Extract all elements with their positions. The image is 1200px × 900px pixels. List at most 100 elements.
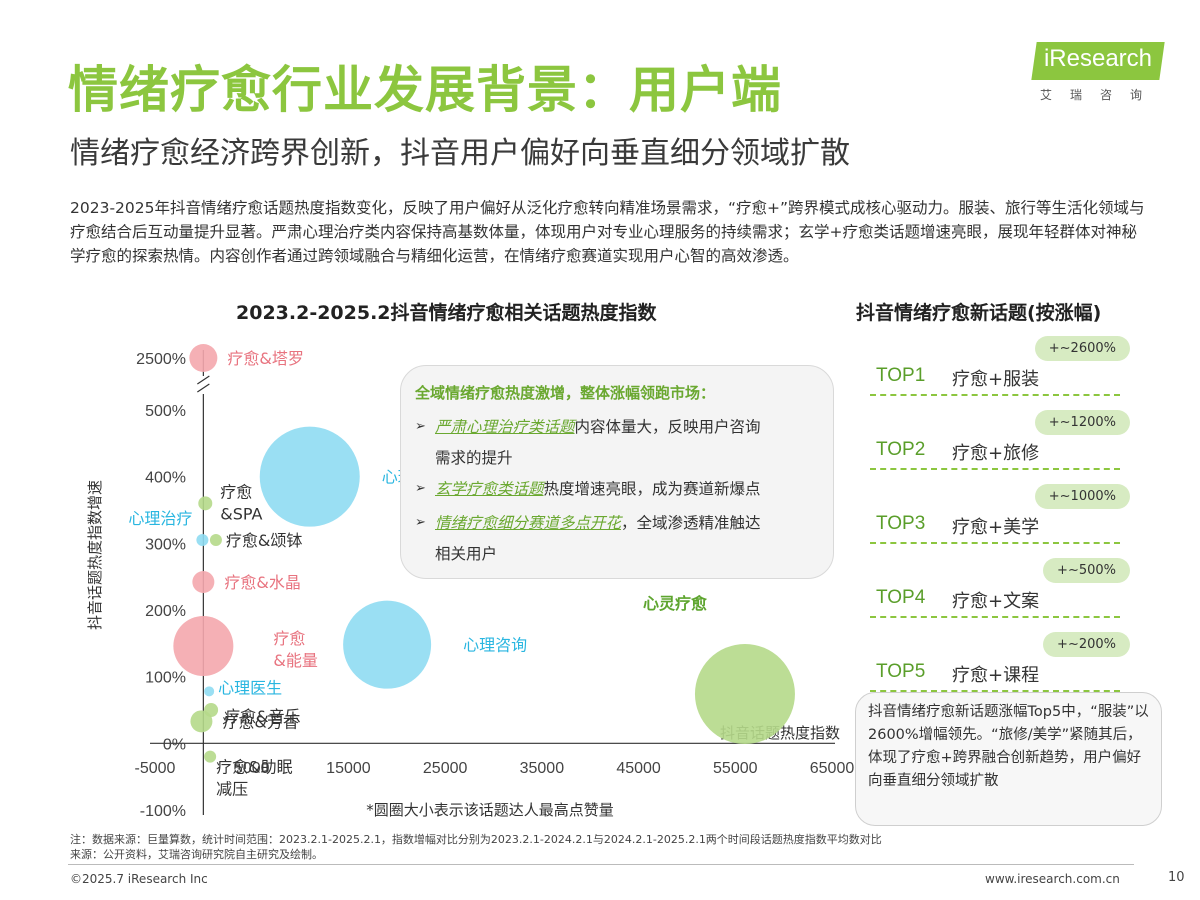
chart-axes: 2500% 500% 400% 300% 200% 100% 0% -100% -5000 500… [86, 350, 854, 820]
topic-name: 疗愈+旅修 [952, 443, 1040, 464]
callout-text: ，全域渗透精准触达 [621, 514, 761, 532]
bubble-label: 疗愈&颂钵 [226, 531, 302, 550]
x-tick-label: 15000 [326, 760, 371, 777]
page-number: 10 [1168, 870, 1185, 885]
x-tick-label: 55000 [713, 760, 758, 777]
divider [870, 690, 1120, 692]
bubble-label: 心理咨询 [463, 636, 527, 655]
bubble-label: 心灵疗愈 [643, 594, 708, 613]
bubble-label: 疗愈&助眠减压 [216, 758, 292, 799]
callout-item: ➢ 严肃心理治疗类话题内容体量大，反映用户咨询 [415, 410, 819, 444]
callout-emphasis: 情绪疗愈细分赛道多点开花 [435, 514, 622, 532]
iresearch-logo: iResearch 艾瑞咨询 [1030, 42, 1165, 102]
y-axis-title: 抖音话题热度指数增速 [86, 480, 104, 630]
logo-subtext: 艾瑞咨询 [1040, 88, 1161, 102]
y-tick-label: 500% [145, 403, 186, 420]
footnote-source: 注：数据来源：巨量算数，统计时间范围：2023.2.1-2025.2.1，指数增… [70, 833, 882, 846]
top-topics-title: 抖音情绪疗愈新话题(按涨幅) [856, 302, 1102, 324]
bubble [173, 616, 234, 676]
x-tick-label: -5000 [135, 760, 176, 777]
top-topics-list: +~2600% TOP1 疗愈+服装 +~1200% TOP2 疗愈+旅修 +~… [870, 330, 1130, 700]
bubble-label: 疗愈&塔罗 [227, 349, 303, 368]
topic-name: 疗愈+美学 [952, 517, 1040, 538]
page-title: 情绪疗愈行业发展背景：用户端 [68, 61, 782, 119]
bubble-label: 疗愈&水晶 [224, 573, 300, 592]
callout-heading: 全域情绪疗愈热度激增，整体涨幅领跑市场： [415, 384, 716, 402]
x-tick-label: 35000 [520, 760, 565, 777]
callout-item: ➢ 情绪疗愈细分赛道多点开花，全域渗透精准触达 [415, 506, 819, 540]
arrow-bullet-icon: ➢ [415, 515, 426, 530]
list-item: +~1000% TOP3 疗愈+美学 [870, 478, 1130, 552]
topic-name: 疗愈+服装 [952, 369, 1040, 390]
growth-badge: +~1200% [1034, 410, 1130, 435]
page-subtitle: 情绪疗愈经济跨界创新，抖音用户偏好向垂直细分领域扩散 [70, 136, 850, 171]
footer-divider [68, 864, 1134, 865]
list-item: +~2600% TOP1 疗愈+服装 [870, 330, 1130, 404]
y-tick-label: 400% [145, 470, 186, 487]
axis-break-mark [197, 375, 210, 385]
bubble [204, 750, 217, 763]
insight-callout: 全域情绪疗愈热度激增，整体涨幅领跑市场： ➢ 严肃心理治疗类话题内容体量大，反映… [400, 365, 834, 579]
chart-note: *圆圈大小表示该话题达人最高点赞量 [366, 801, 614, 819]
axis-break-mark [197, 383, 210, 393]
logo-text: iResearch [1043, 45, 1153, 72]
rank-label: TOP1 [876, 365, 926, 386]
list-item: +~200% TOP5 疗愈+课程 [870, 626, 1130, 700]
rank-label: TOP3 [876, 513, 926, 534]
intro-paragraph: 2023-2025年抖音情绪疗愈话题热度指数变化，反映了用户偏好从泛化疗愈转向精… [70, 199, 1145, 265]
bubble [196, 534, 209, 546]
copyright: ©2025.7 iResearch Inc [70, 872, 208, 886]
footnote-origin: 来源：公开资料，艾瑞咨询研究院自主研究及绘制。 [70, 848, 323, 861]
rank-label: TOP2 [876, 439, 926, 460]
callout-text: 热度增速亮眼，成为赛道新爆点 [543, 480, 761, 498]
chart-labels: 疗愈&塔罗心理疏导疗愈&SPA心理治疗疗愈&颂钵疗愈&水晶疗愈&能量心理咨询心理… [128, 349, 708, 799]
bubble-label: 疗愈&音乐 [224, 707, 300, 726]
list-item: +~1200% TOP2 疗愈+旅修 [870, 404, 1130, 478]
bubble [343, 600, 432, 689]
growth-badge: +~2600% [1034, 336, 1130, 361]
x-tick-label: 25000 [423, 760, 468, 777]
growth-badge: +~1000% [1034, 484, 1130, 509]
callout-emphasis: 玄学疗愈类话题 [435, 480, 544, 498]
bubble [198, 496, 213, 511]
bubble [190, 710, 213, 733]
footnote: 注：数据来源：巨量算数，统计时间范围：2023.2.1-2025.2.1，指数增… [70, 832, 882, 862]
bubble [259, 426, 360, 527]
callout-item-cont: 相关用户 [415, 540, 819, 568]
y-tick-label: -100% [140, 803, 186, 820]
arrow-bullet-icon: ➢ [415, 481, 426, 496]
x-tick-label: 65000 [810, 760, 855, 777]
y-tick-label: 2500% [136, 351, 186, 368]
bubble [204, 686, 215, 697]
rank-label: TOP5 [876, 661, 926, 682]
callout-text: 内容体量大，反映用户咨询 [574, 418, 761, 436]
x-tick-label: 5000 [234, 760, 270, 777]
rank-label: TOP4 [876, 587, 926, 608]
y-tick-label: 0% [163, 736, 186, 753]
bubble-label: 心理治疗 [128, 509, 192, 528]
callout-text-cont: 相关用户 [435, 545, 498, 563]
chart-bubbles [173, 344, 795, 763]
callout-text-cont: 需求的提升 [435, 449, 513, 467]
growth-badge: +~200% [1043, 632, 1130, 657]
list-item: +~500% TOP4 疗愈+文案 [870, 552, 1130, 626]
callout-emphasis: 严肃心理治疗类话题 [435, 418, 575, 436]
topic-name: 疗愈+课程 [952, 665, 1040, 686]
divider [870, 616, 1120, 618]
growth-badge: +~500% [1043, 558, 1130, 583]
bubble-label: 心理医生 [218, 678, 282, 697]
callout-item: ➢ 玄学疗愈类话题热度增速亮眼，成为赛道新爆点 [415, 472, 819, 506]
divider [870, 394, 1120, 396]
chart-title: 2023.2-2025.2抖音情绪疗愈相关话题热度指数 [236, 302, 657, 324]
topic-name: 疗愈+文案 [952, 591, 1040, 612]
x-tick-label: 45000 [616, 760, 661, 777]
bubble-label: 疗愈&芳香 [222, 712, 298, 731]
website-link[interactable]: www.iresearch.com.cn [985, 872, 1120, 886]
bubble [694, 644, 795, 744]
arrow-bullet-icon: ➢ [415, 419, 426, 434]
divider [870, 468, 1120, 470]
bubble-label: 疗愈&能量 [273, 629, 317, 670]
bubble [209, 534, 222, 546]
divider [870, 542, 1120, 544]
